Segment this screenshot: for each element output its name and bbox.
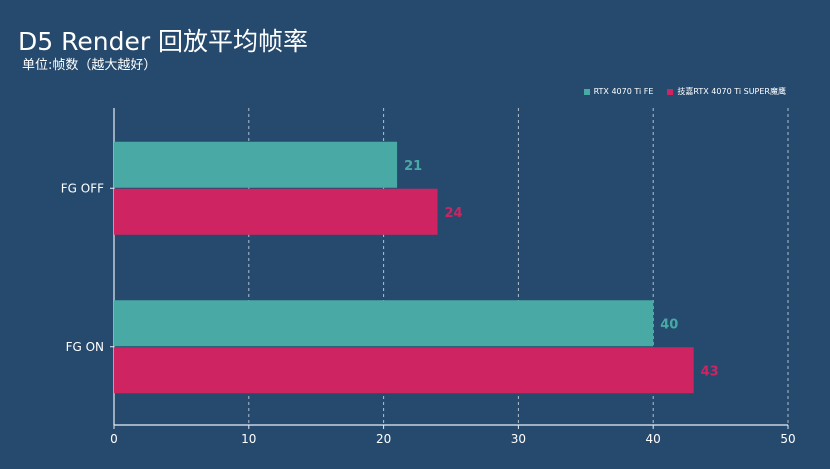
x-tick-label-3: 30 xyxy=(511,432,526,446)
legend-swatch-series-2 xyxy=(667,88,674,95)
legend-item-series-1: RTX 4070 Ti FE xyxy=(583,86,654,97)
y-tick-label-0: FG OFF xyxy=(61,181,104,195)
x-tick-label-2: 20 xyxy=(376,432,391,446)
legend-swatch-series-1 xyxy=(583,88,590,95)
bar-0-0 xyxy=(114,141,398,188)
x-tick-label-0: 0 xyxy=(110,432,118,446)
data-label-0-1: 24 xyxy=(445,206,463,221)
chart-legend: RTX 4070 Ti FE 技嘉RTX 4070 Ti SUPER魔鹰 xyxy=(583,86,786,97)
chart-title: D5 Render 回放平均帧率 xyxy=(18,27,309,56)
x-tick-label-4: 40 xyxy=(646,432,661,446)
legend-item-series-2: 技嘉RTX 4070 Ti SUPER魔鹰 xyxy=(667,86,786,97)
x-tick-label-5: 50 xyxy=(780,432,795,446)
bar-0-1 xyxy=(114,188,438,235)
y-tick-label-1: FG ON xyxy=(66,340,104,354)
chart-subtitle: 单位:帧数（越大越好） xyxy=(22,58,157,73)
bar-1-0 xyxy=(114,300,654,347)
bar-1-1 xyxy=(114,347,694,394)
legend-label-series-2: 技嘉RTX 4070 Ti SUPER魔鹰 xyxy=(677,87,786,96)
data-label-0-0: 21 xyxy=(404,159,422,174)
x-tick-label-1: 10 xyxy=(241,432,256,446)
data-label-1-0: 40 xyxy=(660,317,678,332)
data-label-1-1: 43 xyxy=(701,364,719,379)
legend-label-series-1: RTX 4070 Ti FE xyxy=(593,87,654,96)
